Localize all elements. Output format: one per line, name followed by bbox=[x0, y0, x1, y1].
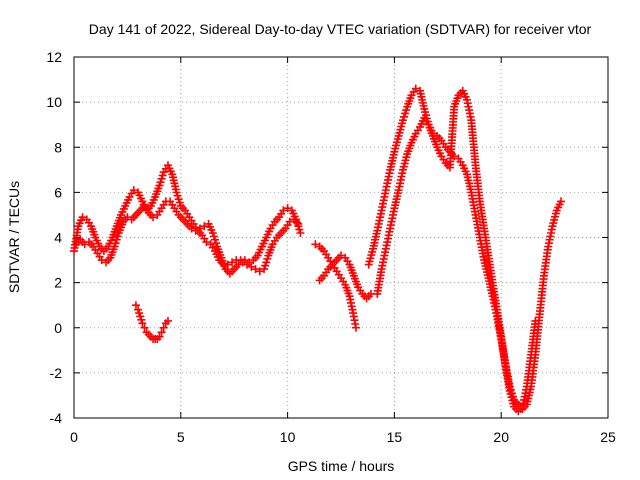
data-point bbox=[411, 84, 420, 93]
data-point bbox=[157, 328, 166, 337]
data-point bbox=[191, 226, 200, 235]
data-point bbox=[531, 316, 540, 325]
x-tick-label: 10 bbox=[280, 429, 296, 445]
data-point bbox=[251, 265, 260, 274]
y-tick-label: 10 bbox=[46, 94, 62, 110]
data-point bbox=[238, 258, 247, 267]
series-track-d bbox=[311, 240, 360, 332]
data-point bbox=[255, 267, 264, 276]
data-point bbox=[140, 323, 149, 332]
data-point bbox=[196, 224, 205, 233]
data-point bbox=[159, 323, 168, 332]
x-axis-label: GPS time / hours bbox=[288, 458, 395, 474]
data-point bbox=[337, 251, 345, 260]
data-point bbox=[163, 316, 172, 325]
data-point bbox=[351, 323, 360, 332]
grid bbox=[74, 57, 608, 418]
data-point bbox=[279, 206, 288, 215]
data-point bbox=[202, 238, 211, 247]
data-point bbox=[311, 240, 320, 249]
data-point bbox=[247, 262, 256, 271]
data-point bbox=[296, 228, 305, 237]
series-track-e bbox=[315, 251, 375, 303]
y-tick-label: 2 bbox=[54, 275, 62, 291]
y-tick-label: 6 bbox=[54, 184, 62, 200]
data-point bbox=[557, 197, 566, 206]
x-tick-label: 5 bbox=[177, 429, 185, 445]
series-track-b bbox=[72, 197, 303, 278]
series-track-g bbox=[373, 86, 540, 416]
data-point bbox=[149, 213, 158, 222]
data-point bbox=[129, 186, 138, 195]
data-point bbox=[243, 260, 252, 269]
data-points bbox=[70, 84, 566, 416]
data-point bbox=[78, 213, 87, 222]
x-tick-label: 20 bbox=[493, 429, 509, 445]
y-tick-label: -2 bbox=[50, 365, 63, 381]
y-tick-label: -4 bbox=[50, 410, 63, 426]
x-tick-label: 25 bbox=[600, 429, 616, 445]
series-track-c bbox=[131, 301, 172, 344]
data-point bbox=[131, 301, 140, 310]
y-tick-label: 0 bbox=[54, 320, 62, 336]
chart-title: Day 141 of 2022, Sidereal Day-to-day VTE… bbox=[89, 21, 592, 37]
data-point bbox=[294, 219, 303, 228]
data-point bbox=[228, 258, 237, 267]
tick-marks bbox=[73, 56, 609, 419]
x-tick-label: 15 bbox=[387, 429, 403, 445]
x-tick-labels: 0 5 10 15 20 25 bbox=[70, 429, 616, 445]
data-point bbox=[234, 260, 243, 269]
x-tick-label: 0 bbox=[70, 429, 78, 445]
data-point bbox=[283, 204, 292, 213]
y-tick-label: 4 bbox=[54, 230, 62, 246]
y-tick-label: 12 bbox=[46, 49, 62, 65]
series-track-f bbox=[364, 84, 566, 413]
y-tick-label: 8 bbox=[54, 139, 62, 155]
y-tick-labels: -4 -2 0 2 4 6 8 10 12 bbox=[46, 49, 62, 426]
data-point bbox=[138, 319, 147, 328]
data-point bbox=[187, 224, 196, 233]
data-point bbox=[155, 332, 164, 341]
y-axis-label: SDTVAR / TECUs bbox=[6, 181, 22, 293]
series-track-a bbox=[70, 161, 305, 269]
